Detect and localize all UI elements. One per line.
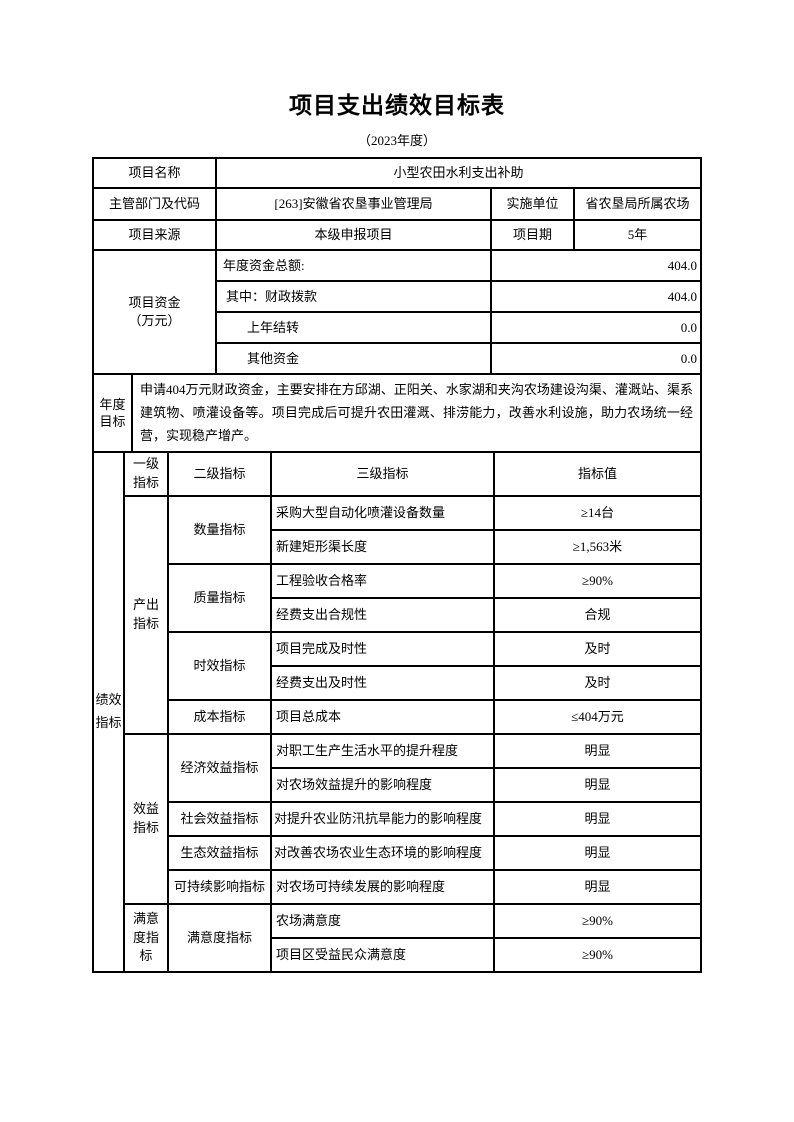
perf-l3-cell: 新建矩形渠长度	[270, 528, 495, 565]
perf-level2-quality: 质量指标	[167, 562, 272, 633]
table-row: 项目来源 本级申报项目 项目期 5年	[92, 219, 702, 251]
funding-row-value: 404.0	[490, 249, 702, 282]
project-name-label: 项目名称	[92, 157, 217, 189]
table-row: 项目资金 （万元） 年度资金总额: 404.0	[92, 249, 702, 375]
perf-value-cell: 明显	[493, 800, 702, 837]
perf-value-cell: 明显	[493, 834, 702, 871]
perf-l3-cell: 采购大型自动化喷灌设备数量	[270, 494, 495, 531]
period-value: 5年	[573, 219, 702, 251]
perf-level2-sustain: 可持续影响指标	[167, 868, 272, 905]
source-value: 本级申报项目	[215, 219, 492, 251]
perf-section-label: 绩效指标	[92, 451, 125, 973]
perf-value-cell: ≥90%	[493, 562, 702, 599]
funding-row-value: 404.0	[490, 280, 702, 313]
table-row: 质量指标 工程验收合格率 ≥90%	[93, 562, 702, 633]
table-row: 可持续影响指标 对农场可持续发展的影响程度 明显	[93, 868, 702, 905]
source-label: 项目来源	[92, 219, 217, 251]
perf-l3-cell: 项目总成本	[270, 698, 495, 735]
perf-l3-cell: 对农场可持续发展的影响程度	[270, 868, 495, 905]
perf-value-cell: 明显	[493, 868, 702, 905]
table-row: 项目区受益民众满意度 ≥90%	[93, 936, 702, 973]
table-row: 效益指标 经济效益指标 对职工生产生活水平的提升程度 明显	[93, 732, 702, 905]
perf-level2-cost: 成本指标	[167, 698, 272, 735]
table-row: 新建矩形渠长度 ≥1,563米	[93, 528, 702, 565]
table-row: 经费支出及时性 及时	[93, 664, 702, 701]
annual-goal-text: 申请404万元财政资金，主要安排在方邱湖、正阳关、水家湖和夹沟农场建设沟渠、灌溉…	[131, 372, 702, 454]
impl-unit-label: 实施单位	[490, 187, 575, 221]
perf-level2-quantity: 数量指标	[167, 494, 272, 565]
perf-value-cell: ≤404万元	[493, 698, 702, 735]
perf-value-cell: 合规	[493, 596, 702, 633]
perf-l3-cell: 对职工生产生活水平的提升程度	[270, 732, 495, 769]
funding-row-label: 上年结转	[215, 311, 492, 344]
dept-value: [263]安徽省农垦事业管理局	[215, 187, 492, 221]
project-name-value: 小型农田水利支出补助	[215, 157, 702, 189]
table-row: 经费支出合规性 合规	[93, 596, 702, 633]
perf-l3-cell: 工程验收合格率	[270, 562, 495, 599]
table-row: 项目名称 小型农田水利支出补助	[92, 157, 702, 189]
perf-value-cell: 明显	[493, 766, 702, 803]
project-info-table: 项目名称 小型农田水利支出补助 主管部门及代码 [263]安徽省农垦事业管理局 …	[92, 157, 702, 375]
table-row: 主管部门及代码 [263]安徽省农垦事业管理局 实施单位 省农垦局所属农场	[92, 187, 702, 221]
annual-goal-label: 年度目标	[92, 372, 133, 454]
perf-level1-output: 产出指标	[123, 494, 169, 735]
table-row: 生态效益指标 对改善农场农业生态环境的影响程度 明显	[93, 834, 702, 871]
funding-row-value: 0.0	[490, 342, 702, 375]
annual-goal-table: 年度目标 申请404万元财政资金，主要安排在方邱湖、正阳关、水家湖和夹沟农场建设…	[92, 372, 702, 454]
funding-row-label: 其他资金	[215, 342, 492, 375]
table-row: 时效指标 项目完成及时性 及时	[93, 630, 702, 701]
perf-header-level3: 三级指标	[270, 451, 495, 497]
perf-level1-satisfaction: 满意度指标	[123, 902, 169, 973]
perf-l3-cell: 对提升农业防汛抗旱能力的影响程度	[270, 800, 495, 837]
perf-l3-cell: 项目区受益民众满意度	[270, 936, 495, 973]
perf-l3-cell: 经费支出合规性	[270, 596, 495, 633]
perf-level2-satisfaction: 满意度指标	[167, 902, 272, 973]
dept-label: 主管部门及代码	[92, 187, 217, 221]
period-label: 项目期	[490, 219, 575, 251]
table-row: 社会效益指标 对提升农业防汛抗旱能力的影响程度 明显	[93, 800, 702, 837]
page-subtitle: （2023年度）	[357, 133, 436, 148]
funding-row-label: 其中：财政拨款	[215, 280, 492, 313]
perf-header-level1: 一级指标	[123, 451, 169, 497]
table-row: 成本指标 项目总成本 ≤404万元	[93, 698, 702, 735]
perf-level2-economic: 经济效益指标	[167, 732, 272, 803]
perf-l3-cell: 对农场效益提升的影响程度	[270, 766, 495, 803]
funding-row-value: 0.0	[490, 311, 702, 344]
table-row: 年度目标 申请404万元财政资金，主要安排在方邱湖、正阳关、水家湖和夹沟农场建设…	[92, 372, 702, 454]
page-title: 项目支出绩效目标表	[289, 92, 505, 118]
perf-level2-ecological: 生态效益指标	[167, 834, 272, 871]
perf-l3-cell: 对改善农场农业生态环境的影响程度	[270, 834, 495, 871]
perf-l3-cell: 项目完成及时性	[270, 630, 495, 667]
perf-value-cell: 及时	[493, 630, 702, 667]
table-row: 其他资金 0.0	[93, 342, 702, 375]
perf-value-cell: ≥14台	[493, 494, 702, 531]
perf-header-value: 指标值	[493, 451, 702, 497]
funding-section-label: 项目资金 （万元）	[92, 249, 217, 375]
perf-value-cell: ≥90%	[493, 936, 702, 973]
perf-level1-benefit: 效益指标	[123, 732, 169, 905]
table-row: 满意度指标 满意度指标 农场满意度 ≥90%	[93, 902, 702, 973]
impl-unit-value: 省农垦局所属农场	[573, 187, 702, 221]
table-row: 对农场效益提升的影响程度 明显	[93, 766, 702, 803]
perf-l3-cell: 经费支出及时性	[270, 664, 495, 701]
perf-value-cell: ≥1,563米	[493, 528, 702, 565]
perf-l3-cell: 农场满意度	[270, 902, 495, 939]
perf-header-level2: 二级指标	[167, 451, 272, 497]
performance-indicators-table: 绩效指标 一级指标 二级指标 三级指标 指标值 产出指标 数量指标 采购大型自动…	[92, 451, 702, 973]
perf-value-cell: 及时	[493, 664, 702, 701]
perf-level2-timeliness: 时效指标	[167, 630, 272, 701]
table-row: 上年结转 0.0	[93, 311, 702, 344]
perf-value-cell: 明显	[493, 732, 702, 769]
table-row: 产出指标 数量指标 采购大型自动化喷灌设备数量 ≥14台	[93, 494, 702, 735]
table-row: 其中：财政拨款 404.0	[93, 280, 702, 313]
table-row: 绩效指标 一级指标 二级指标 三级指标 指标值	[92, 451, 702, 973]
perf-level2-social: 社会效益指标	[167, 800, 272, 837]
perf-value-cell: ≥90%	[493, 902, 702, 939]
funding-row-label: 年度资金总额:	[215, 249, 492, 282]
